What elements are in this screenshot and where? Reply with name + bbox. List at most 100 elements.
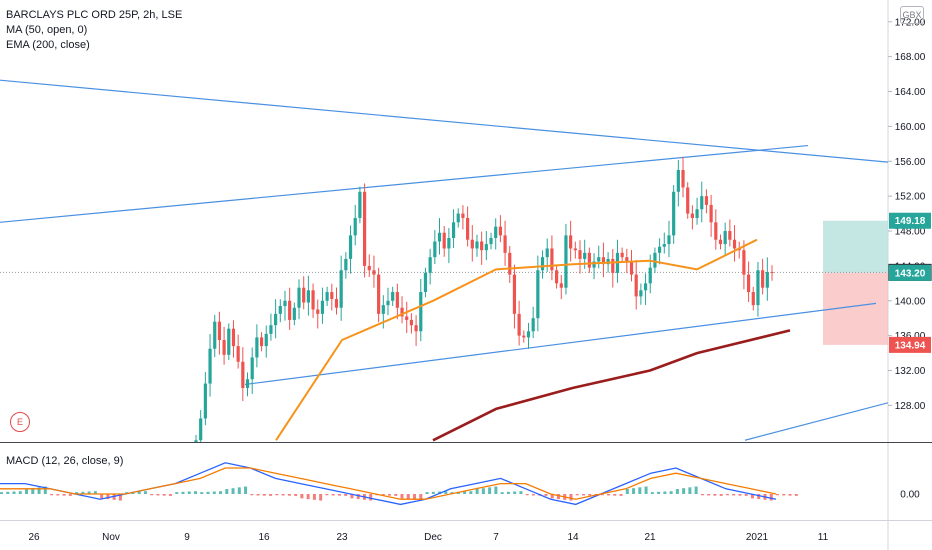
macd-histogram-bar	[669, 491, 673, 494]
macd-histogram-bar	[200, 492, 204, 494]
candle-body	[756, 270, 760, 306]
macd-histogram-bar	[56, 494, 60, 496]
candle-body	[227, 328, 231, 355]
macd-histogram-bar	[394, 494, 398, 496]
y-tick-label-152.00: 152.00	[895, 192, 926, 203]
candle-body	[728, 231, 732, 240]
candle-body	[667, 235, 671, 245]
macd-histogram-bar	[794, 494, 798, 496]
macd-histogram-bar	[575, 494, 579, 496]
macd-histogram-bar	[306, 494, 310, 500]
candle-body	[592, 261, 596, 268]
macd-histogram-bar	[219, 491, 223, 494]
macd-histogram-bar	[425, 492, 429, 494]
candle-body	[503, 235, 507, 253]
ema-indicator-label[interactable]: EMA (200, close)	[6, 39, 90, 51]
candle-body	[236, 346, 240, 362]
profit-zone	[823, 220, 888, 273]
macd-histogram-bar	[256, 494, 260, 496]
macd-histogram-bar	[600, 494, 604, 496]
y-tick-label-136.00: 136.00	[895, 331, 926, 342]
macd-histogram-bar	[106, 494, 110, 500]
candle-body	[456, 213, 460, 223]
macd-histogram-bar	[337, 494, 341, 496]
candle-body	[709, 204, 713, 223]
ma-indicator-label[interactable]: MA (50, open, 0)	[6, 24, 88, 36]
macd-histogram-bar	[187, 491, 191, 494]
macd-histogram-bar	[269, 494, 273, 496]
macd-histogram-bar	[93, 491, 97, 494]
candle-body	[344, 258, 348, 271]
macd-histogram-bar	[463, 491, 467, 494]
macd-histogram-bar	[719, 494, 723, 496]
candle-body	[536, 270, 540, 319]
macd-histogram-bar	[369, 494, 373, 501]
macd-histogram-bar	[657, 491, 661, 494]
candle-body	[278, 306, 282, 314]
macd-histogram-bar	[194, 491, 197, 494]
price-label-entry	[889, 264, 931, 281]
macd-histogram-bar	[444, 491, 448, 494]
macd-histogram-bar	[525, 494, 529, 496]
macd-signal-line	[0, 467, 777, 500]
macd-histogram-bar	[481, 488, 485, 494]
ma-50-line	[275, 238, 758, 441]
macd-histogram-bar	[757, 494, 761, 500]
candle-body	[742, 250, 746, 275]
macd-histogram-bar	[650, 492, 654, 494]
candle-body	[761, 270, 765, 288]
candle-body	[437, 232, 442, 242]
currency-badge[interactable]: GBX	[900, 6, 924, 24]
candle-body	[372, 270, 376, 275]
x-tick-label-14: 14	[567, 532, 579, 543]
candle-body	[723, 231, 727, 245]
macd-histogram-bar	[31, 488, 35, 494]
trend-line-4	[744, 402, 888, 441]
y-tick-label-156.00: 156.00	[895, 157, 926, 168]
macd-histogram-bar	[682, 488, 686, 494]
candle-body	[255, 337, 259, 358]
candle-body	[292, 307, 296, 320]
candle-body	[690, 213, 694, 218]
candle-body	[494, 226, 498, 238]
macd-histogram-bar	[281, 494, 285, 496]
macd-histogram-bar	[388, 494, 391, 496]
y-tick-label-168.00: 168.00	[895, 52, 926, 63]
candle-body	[325, 292, 329, 301]
macd-histogram-bar	[663, 491, 667, 494]
macd-histogram-bar	[431, 491, 435, 494]
candle-body	[283, 300, 287, 306]
candle-body	[353, 217, 357, 236]
candle-body	[213, 321, 217, 349]
candle-body	[330, 292, 334, 300]
price-label-stop	[889, 336, 931, 353]
candle-body	[274, 313, 278, 326]
macd-histogram-bar	[607, 494, 611, 496]
macd-histogram-bar	[118, 494, 122, 501]
macd-histogram-bar	[287, 494, 291, 496]
candle-body	[732, 239, 737, 249]
macd-histogram-bar	[513, 491, 517, 494]
macd-histogram-bar	[531, 494, 535, 496]
candle-body	[746, 274, 751, 293]
y-tick-label-148.00: 148.00	[895, 227, 926, 238]
macd-indicator-label[interactable]: MACD (12, 26, close, 9)	[6, 455, 124, 467]
candle-body	[545, 248, 549, 258]
macd-zero-label: 0.00	[900, 490, 920, 501]
macd-histogram-bar	[344, 494, 348, 496]
macd-histogram-bar	[206, 491, 210, 494]
candle-body	[686, 187, 690, 214]
x-tick-label-11: 11	[818, 532, 829, 543]
candle-body	[241, 361, 245, 388]
macd-histogram-bar	[744, 494, 748, 496]
candle-body	[643, 283, 648, 291]
candle-body	[461, 213, 465, 218]
macd-histogram-bar	[419, 494, 423, 501]
symbol-title[interactable]: BARCLAYS PLC ORD 25P, 2h, LSE	[6, 9, 183, 21]
x-tick-label-9: 9	[184, 532, 190, 543]
earnings-event-badge[interactable]: E	[10, 412, 30, 432]
candle-body	[672, 191, 676, 236]
macd-histogram-bar	[168, 494, 172, 496]
candle-body	[512, 274, 517, 314]
